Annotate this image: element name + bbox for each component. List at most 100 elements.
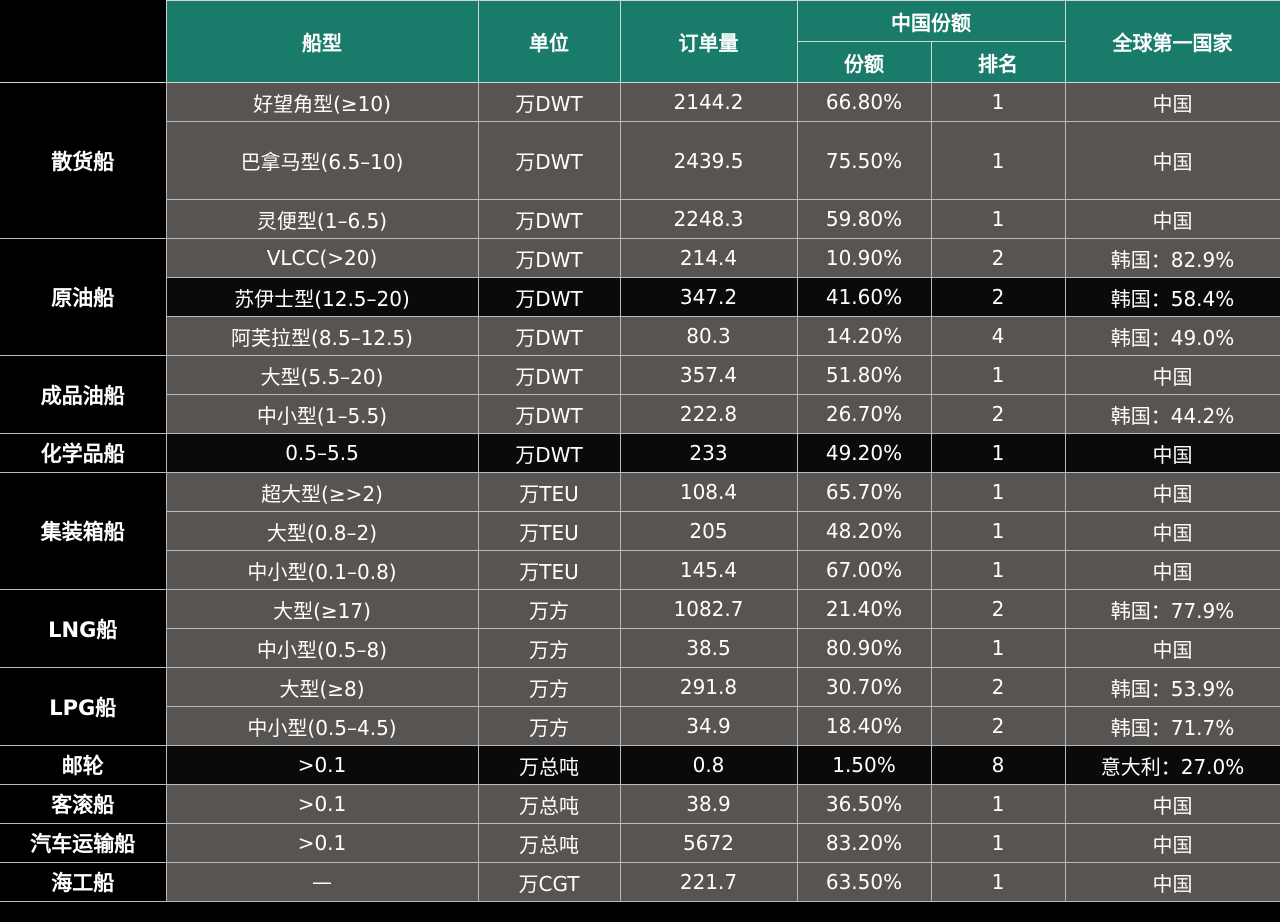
table-row: 苏伊士型(12.5–20) 万DWT 347.2 41.60% 2 韩国：58.…: [0, 277, 1280, 317]
cell-orders: 0.8: [619, 745, 798, 785]
cell-rank: 1: [930, 784, 1066, 824]
table-row: 阿芙拉型(8.5–12.5) 万DWT 80.3 14.20% 4 韩国：49.…: [0, 316, 1280, 356]
cell-unit: 万TEU: [477, 472, 621, 512]
cell-share: 1.50%: [796, 745, 932, 785]
cell-share: 67.00%: [796, 550, 932, 590]
table-row: 集装箱船 超大型(≥>2) 万TEU 108.4 65.70% 1 中国: [0, 472, 1280, 590]
cell-ship-type: 大型(≥17): [165, 589, 479, 629]
cell-orders: 221.7: [619, 862, 798, 902]
table-body: 散货船 好望角型(≥10) 万DWT 2144.2 66.80% 1 中国 巴拿…: [0, 82, 1280, 902]
cell-ship-type: —: [165, 862, 479, 902]
cell-unit: 万DWT: [477, 238, 621, 278]
cell-rank: 1: [930, 628, 1066, 668]
cell-global-top: 韩国：49.0%: [1064, 316, 1280, 356]
header-rank: 排名: [930, 41, 1066, 83]
category-bulk: 散货船: [0, 82, 167, 239]
table-row: LNG船 大型(≥17) 万方 1082.7 21.40% 2 韩国：77.9%: [0, 589, 1280, 668]
cell-orders: 108.4: [619, 472, 798, 512]
category-crude: 原油船: [0, 238, 167, 356]
cell-rank: 1: [930, 550, 1066, 590]
cell-ship-type: 大型(≥8): [165, 667, 479, 707]
cell-share: 10.90%: [796, 238, 932, 278]
cell-global-top: 中国: [1064, 199, 1280, 239]
cell-ship-type: >0.1: [165, 784, 479, 824]
cell-ship-type: 大型(5.5–20): [165, 355, 479, 395]
cell-ship-type: 大型(0.8–2): [165, 511, 479, 551]
cell-share: 21.40%: [796, 589, 932, 629]
cell-global-top: 韩国：77.9%: [1064, 589, 1280, 629]
cell-share: 30.70%: [796, 667, 932, 707]
cell-share: 14.20%: [796, 316, 932, 356]
cell-unit: 万TEU: [477, 550, 621, 590]
cell-unit: 万DWT: [477, 394, 621, 434]
cell-orders: 291.8: [619, 667, 798, 707]
cell-global-top: 中国: [1064, 121, 1280, 200]
category-chemical: 化学品船: [0, 433, 167, 473]
cell-global-top: 中国: [1064, 433, 1280, 473]
cell-share: 80.90%: [796, 628, 932, 668]
cell-global-top: 韩国：44.2%: [1064, 394, 1280, 434]
cell-unit: 万DWT: [477, 121, 621, 200]
header-share: 份额: [796, 41, 932, 83]
cell-rank: 1: [930, 472, 1066, 512]
category-cruise: 邮轮: [0, 745, 167, 785]
cell-rank: 2: [930, 667, 1066, 707]
cell-ship-type: >0.1: [165, 823, 479, 863]
table-row: 巴拿马型(6.5–10) 万DWT 2439.5 75.50% 1 中国: [0, 121, 1280, 200]
table-header: 船型 单位 订单量 中国份额 全球第一国家 份额 排名: [0, 0, 1280, 83]
cell-global-top: 中国: [1064, 355, 1280, 395]
cell-unit: 万方: [477, 589, 621, 629]
cell-unit: 万方: [477, 628, 621, 668]
cell-rank: 2: [930, 277, 1066, 317]
ship-orders-table: 船型 单位 订单量 中国份额 全球第一国家 份额 排名 散货船 好望角型(≥10…: [0, 0, 1280, 902]
header-unit: 单位: [477, 0, 621, 83]
category-container: 集装箱船: [0, 472, 167, 590]
cell-unit: 万DWT: [477, 433, 621, 473]
cell-ship-type: >0.1: [165, 745, 479, 785]
cell-unit: 万DWT: [477, 277, 621, 317]
cell-ship-type: 阿芙拉型(8.5–12.5): [165, 316, 479, 356]
cell-share: 75.50%: [796, 121, 932, 200]
cell-global-top: 中国: [1064, 550, 1280, 590]
cell-unit: 万总吨: [477, 745, 621, 785]
table-row: 灵便型(1–6.5) 万DWT 2248.3 59.80% 1 中国: [0, 199, 1280, 239]
cell-ship-type: 灵便型(1–6.5): [165, 199, 479, 239]
table-row: 汽车运输船 >0.1 万总吨 5672 83.20% 1 中国: [0, 823, 1280, 863]
cell-rank: 2: [930, 394, 1066, 434]
header-orders: 订单量: [619, 0, 798, 83]
cell-global-top: 韩国：71.7%: [1064, 706, 1280, 746]
cell-ship-type: 中小型(0.1–0.8): [165, 550, 479, 590]
cell-global-top: 中国: [1064, 862, 1280, 902]
table-row: 邮轮 >0.1 万总吨 0.8 1.50% 8 意大利：27.0%: [0, 745, 1280, 785]
table-row: 中小型(0.5–4.5) 万方 34.9 18.40% 2 韩国：71.7%: [0, 706, 1280, 746]
header-china-share-group: 中国份额: [796, 0, 1066, 42]
cell-unit: 万DWT: [477, 316, 621, 356]
cell-unit: 万方: [477, 667, 621, 707]
cell-ship-type: 巴拿马型(6.5–10): [165, 121, 479, 200]
cell-share: 59.80%: [796, 199, 932, 239]
cell-rank: 2: [930, 706, 1066, 746]
cell-share: 65.70%: [796, 472, 932, 512]
cell-orders: 357.4: [619, 355, 798, 395]
cell-share: 51.80%: [796, 355, 932, 395]
cell-orders: 233: [619, 433, 798, 473]
cell-ship-type: 好望角型(≥10): [165, 82, 479, 122]
cell-unit: 万总吨: [477, 784, 621, 824]
cell-unit: 万总吨: [477, 823, 621, 863]
cell-unit: 万DWT: [477, 199, 621, 239]
cell-orders: 38.9: [619, 784, 798, 824]
cell-share: 83.20%: [796, 823, 932, 863]
cell-ship-type: 苏伊士型(12.5–20): [165, 277, 479, 317]
cell-global-top: 中国: [1064, 511, 1280, 551]
table-row: 原油船 VLCC(>20) 万DWT 214.4 10.90% 2 韩国：82.…: [0, 238, 1280, 356]
cell-rank: 1: [930, 862, 1066, 902]
table-row: LPG船 大型(≥8) 万方 291.8 30.70% 2 韩国：53.9%: [0, 667, 1280, 746]
cell-rank: 8: [930, 745, 1066, 785]
cell-unit: 万TEU: [477, 511, 621, 551]
cell-orders: 214.4: [619, 238, 798, 278]
cell-ship-type: VLCC(>20): [165, 238, 479, 278]
cell-orders: 205: [619, 511, 798, 551]
cell-ship-type: 中小型(1–5.5): [165, 394, 479, 434]
header-ship-type: 船型: [165, 0, 479, 83]
category-roro: 客滚船: [0, 784, 167, 824]
